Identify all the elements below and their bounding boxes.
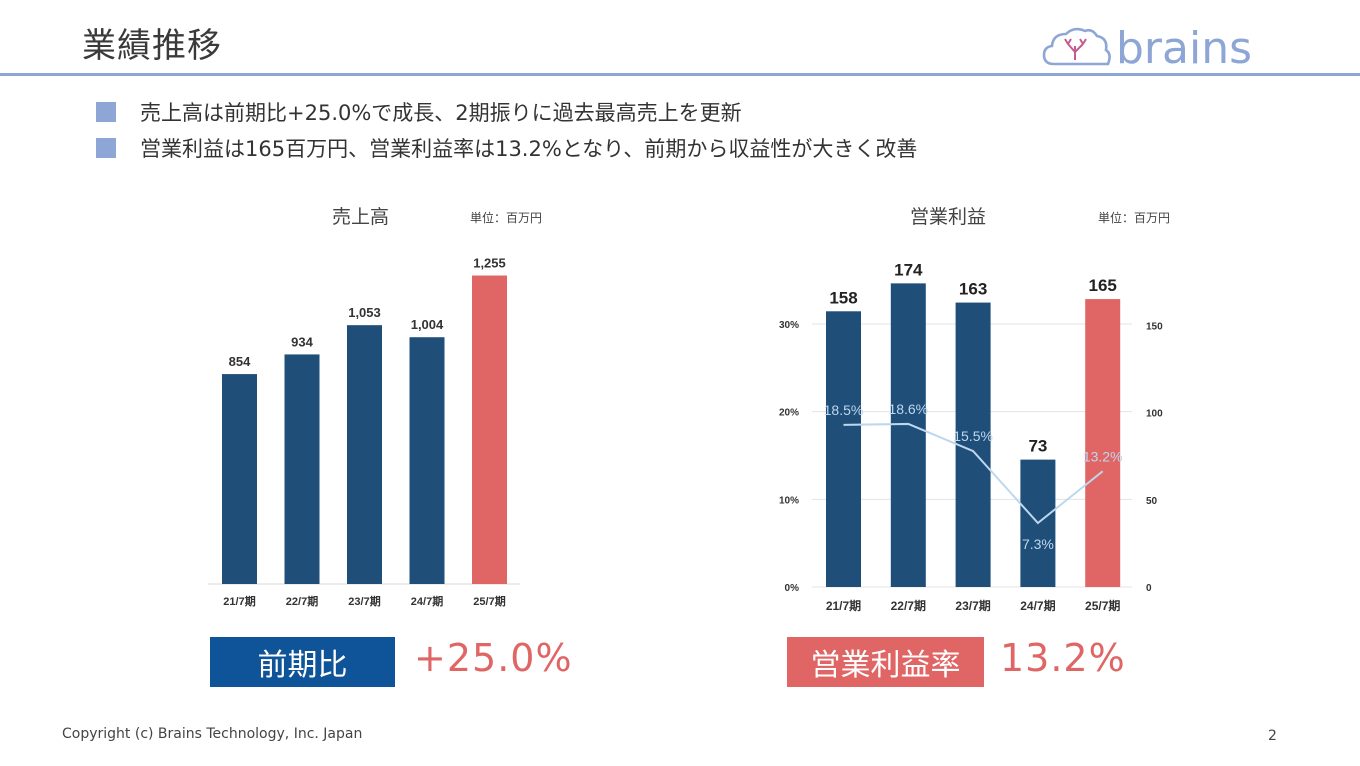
sales-bar — [409, 337, 445, 584]
margin-data-label: 7.3% — [1022, 536, 1054, 552]
profit-category-label: 22/7期 — [891, 598, 926, 613]
sales-category-label: 22/7期 — [286, 594, 318, 608]
profit-right-tick: 150 — [1146, 321, 1163, 332]
profit-left-tick: 20% — [779, 408, 799, 419]
profit-left-tick: 10% — [779, 495, 799, 506]
yoy-growth-value: +25.0% — [414, 636, 573, 680]
sales-category-label: 24/7期 — [411, 594, 443, 608]
bullet-item: 営業利益は165百万円、営業利益率は13.2%となり、前期から収益性が大きく改善 — [96, 130, 917, 166]
profit-data-label: 165 — [1089, 276, 1117, 295]
profit-category-label: 21/7期 — [826, 598, 861, 613]
profit-bar — [955, 302, 991, 587]
sales-bar — [222, 374, 257, 584]
profit-right-tick: 50 — [1146, 496, 1158, 507]
profit-data-label: 174 — [894, 260, 923, 279]
sales-data-label: 1,053 — [348, 305, 381, 320]
sales-chart-unit: 単位：百万円 — [470, 211, 543, 225]
tree-logo-icon — [1064, 38, 1087, 60]
profit-chart-unit: 単位：百万円 — [1098, 211, 1171, 225]
logo-text: brains — [1116, 23, 1252, 72]
profit-left-tick: 30% — [779, 320, 799, 331]
profit-bar — [826, 311, 861, 587]
bullet-square-icon — [96, 138, 116, 158]
bullet-list: 売上高は前期比+25.0%で成長、2期振りに過去最高売上を更新 営業利益は165… — [96, 94, 917, 166]
sales-bar — [347, 325, 382, 584]
sales-bar — [472, 275, 507, 584]
profit-category-label: 24/7期 — [1020, 598, 1055, 613]
sales-chart-title: 売上高 — [332, 206, 390, 228]
profit-bar — [890, 283, 926, 587]
profit-right-tick: 0 — [1146, 583, 1152, 594]
bullet-item: 売上高は前期比+25.0%で成長、2期振りに過去最高売上を更新 — [96, 94, 917, 130]
title-rule — [0, 73, 1360, 76]
profit-right-tick: 100 — [1146, 409, 1163, 420]
operating-margin-value: 13.2% — [1000, 636, 1126, 680]
margin-data-label: 13.2% — [1083, 448, 1123, 464]
profit-data-label: 163 — [959, 280, 987, 299]
margin-data-label: 15.5% — [953, 428, 993, 444]
brains-logo: brains — [1042, 23, 1252, 72]
profit-category-label: 25/7期 — [1085, 598, 1120, 613]
sales-data-label: 934 — [291, 334, 313, 349]
slide-title: 業績推移 — [82, 26, 222, 66]
profit-data-label: 158 — [829, 288, 857, 307]
sales-category-label: 23/7期 — [348, 594, 380, 608]
yoy-badge: 前期比 — [210, 637, 395, 687]
margin-data-label: 18.5% — [824, 402, 864, 418]
copyright-footer: Copyright (c) Brains Technology, Inc. Ja… — [62, 726, 363, 742]
sales-category-label: 25/7期 — [473, 594, 505, 608]
sales-bar — [284, 354, 320, 584]
sales-category-label: 21/7期 — [223, 594, 255, 608]
page-number: 2 — [1268, 728, 1277, 744]
profit-left-tick: 0% — [785, 583, 800, 594]
profit-chart-title: 営業利益 — [910, 206, 987, 228]
bullet-square-icon — [96, 102, 116, 122]
cloud-logo-icon — [1042, 27, 1111, 66]
margin-data-label: 18.6% — [888, 401, 928, 417]
profit-category-label: 23/7期 — [955, 598, 990, 613]
sales-data-label: 1,255 — [473, 256, 506, 271]
bullet-text: 営業利益は165百万円、営業利益率は13.2%となり、前期から収益性が大きく改善 — [140, 137, 918, 161]
bullet-text: 売上高は前期比+25.0%で成長、2期振りに過去最高売上を更新 — [140, 101, 742, 125]
sales-data-label: 1,004 — [411, 317, 444, 332]
sales-data-label: 854 — [229, 354, 251, 369]
margin-line — [843, 422, 1104, 525]
profit-bar — [1085, 299, 1121, 587]
profit-data-label: 73 — [1028, 437, 1047, 456]
operating-margin-badge: 営業利益率 — [787, 637, 984, 687]
